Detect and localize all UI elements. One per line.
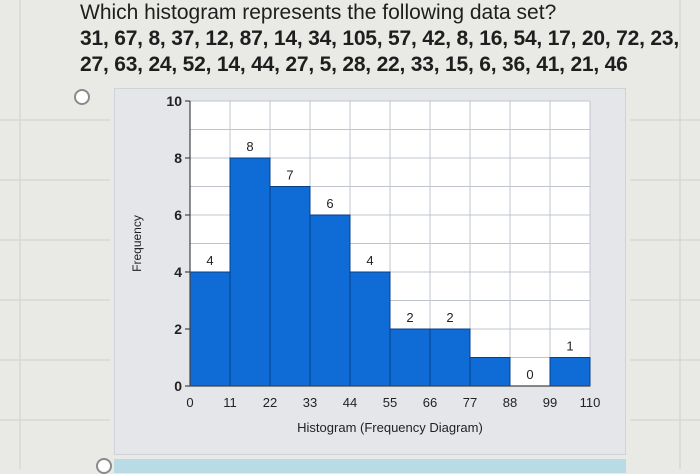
next-answer-option-radio[interactable] [96, 458, 112, 474]
x-tick-label: 77 [463, 395, 477, 410]
x-tick-label: 0 [186, 395, 193, 410]
y-tick-label: 10 [166, 93, 182, 109]
bar-value-label: 4 [366, 253, 373, 268]
bar-value-label: 2 [446, 310, 453, 325]
histogram-bar [549, 357, 591, 387]
x-tick-label: 66 [423, 395, 437, 410]
histogram-bar [429, 328, 471, 387]
histogram-bar [189, 271, 231, 387]
histogram-bar [309, 214, 351, 387]
histogram-bar [349, 271, 391, 387]
question-data-line-2: 27, 63, 24, 52, 14, 44, 27, 5, 28, 22, 3… [80, 53, 628, 76]
y-tick-label: 6 [174, 207, 182, 223]
histogram-bar [469, 357, 511, 387]
y-tick-label: 2 [174, 321, 182, 337]
question-text: Which histogram represents the following… [80, 0, 695, 78]
x-tick-label: 88 [503, 395, 517, 410]
x-axis-label: Histogram (Frequency Diagram) [297, 420, 483, 435]
answer-option-radio[interactable] [74, 89, 90, 105]
y-axis-label: Frequency [130, 215, 144, 272]
y-tick-label: 0 [174, 378, 182, 394]
x-tick-label: 11 [223, 395, 237, 410]
x-tick-label: 22 [263, 395, 277, 410]
question-data-line-1: 31, 67, 8, 37, 12, 87, 14, 34, 105, 57, … [80, 27, 679, 50]
bar-value-label: 0 [526, 367, 533, 382]
next-answer-option[interactable] [114, 459, 626, 473]
x-tick-label: 44 [343, 395, 357, 410]
bar-value-label: 8 [246, 139, 253, 154]
question-title: Which histogram represents the following… [80, 1, 557, 24]
x-tick-label: 99 [543, 395, 557, 410]
bar-value-label: 1 [566, 339, 573, 354]
bar-value-label: 4 [206, 253, 213, 268]
bar-value-label: 2 [406, 310, 413, 325]
histogram-bar [269, 186, 311, 387]
y-tick-label: 4 [174, 264, 182, 280]
histogram-panel: 4 8 7 6 4 2 2 0 1 0 2 4 6 8 10 0 11 22 33 44 55 66 77 88 99 110 Hi… [114, 88, 626, 455]
y-tick-label: 8 [174, 150, 182, 166]
histogram-bar [389, 328, 431, 387]
bar-value-label: 6 [326, 196, 333, 211]
x-tick-label: 55 [383, 395, 397, 410]
histogram-bar [229, 157, 271, 387]
x-tick-label: 33 [303, 395, 317, 410]
bar-value-label: 7 [286, 168, 293, 183]
x-tick-label: 110 [580, 395, 601, 410]
